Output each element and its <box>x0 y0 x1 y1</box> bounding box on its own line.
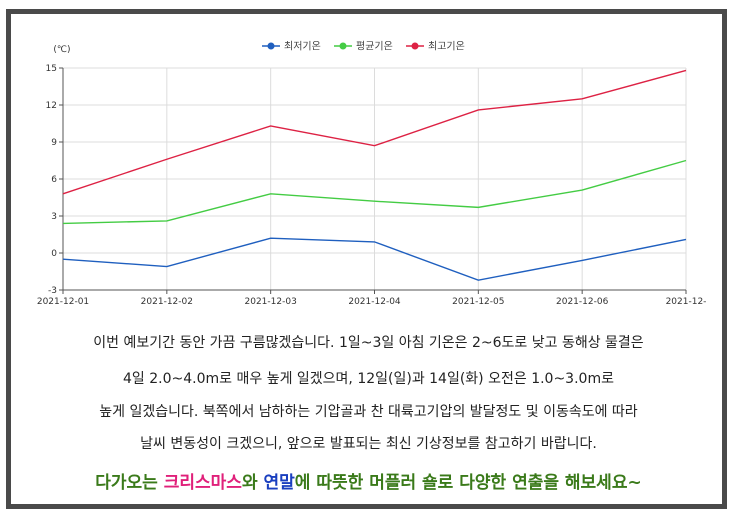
y-tick-label: 9 <box>51 138 57 148</box>
closing-message: 다가오는 크리스마스와 연말에 따뜻한 머플러 숄로 다양한 연출을 해보세요~ <box>0 468 737 493</box>
y-tick-label: 3 <box>51 212 57 222</box>
y-tick-label: -3 <box>48 286 57 296</box>
legend-label-1: 평균기온 <box>356 41 393 53</box>
x-tick-label: 2021-12- <box>666 297 707 307</box>
legend-label-2: 최고기온 <box>428 41 465 53</box>
closing-segment-3: 연말 <box>263 473 295 493</box>
forecast-text-line-3: 높게 일겠습니다. 북쪽에서 남하하는 기압골과 찬 대륙고기압의 발달정도 및… <box>99 404 638 420</box>
closing-segment-0: 다가오는 <box>95 473 164 493</box>
closing-segment-4: 에 따뜻한 머플러 숄로 다양한 연출을 해보세요~ <box>294 473 642 493</box>
legend-marker-0 <box>267 42 275 50</box>
series-line-1 <box>62 159 687 225</box>
legend-label-0: 최저기온 <box>284 41 321 53</box>
x-tick-label: 2021-12-01 <box>37 297 89 307</box>
forecast-text-line-1: 이번 예보기간 동안 가끔 구름많겠습니다. 1일~3일 아침 기온은 2~6도… <box>93 335 644 351</box>
x-tick-label: 2021-12-05 <box>452 297 504 307</box>
y-tick-label: 6 <box>51 175 57 185</box>
x-tick-label: 2021-12-02 <box>141 297 193 307</box>
x-tick-label: 2021-12-06 <box>556 297 609 307</box>
closing-segment-2: 와 <box>241 473 264 493</box>
x-tick-label: 2021-12-04 <box>348 297 401 307</box>
y-axis-unit: (℃) <box>53 45 70 55</box>
y-tick-label: 12 <box>46 101 57 111</box>
forecast-text-line-2: 4일 2.0~4.0m로 매우 높게 일겠으며, 12일(일)과 14일(화) … <box>123 371 614 387</box>
legend-marker-2 <box>411 42 419 50</box>
forecast-text-line-4: 날씨 변동성이 크겠으니, 앞으로 발표되는 최신 기상정보를 참고하기 바랍니… <box>140 436 597 452</box>
y-tick-label: 0 <box>51 249 57 259</box>
closing-segment-1: 크리스마스 <box>163 473 242 493</box>
series-line-0 <box>62 237 687 281</box>
y-tick-label: 15 <box>46 64 57 74</box>
x-tick-label: 2021-12-03 <box>245 297 297 307</box>
series-line-2 <box>62 69 687 195</box>
legend-marker-1 <box>339 42 347 50</box>
temperature-chart: -3 0 3 6 9 12 15 2021-12-01 2021-12-02 2021-12-03… <box>37 41 707 308</box>
